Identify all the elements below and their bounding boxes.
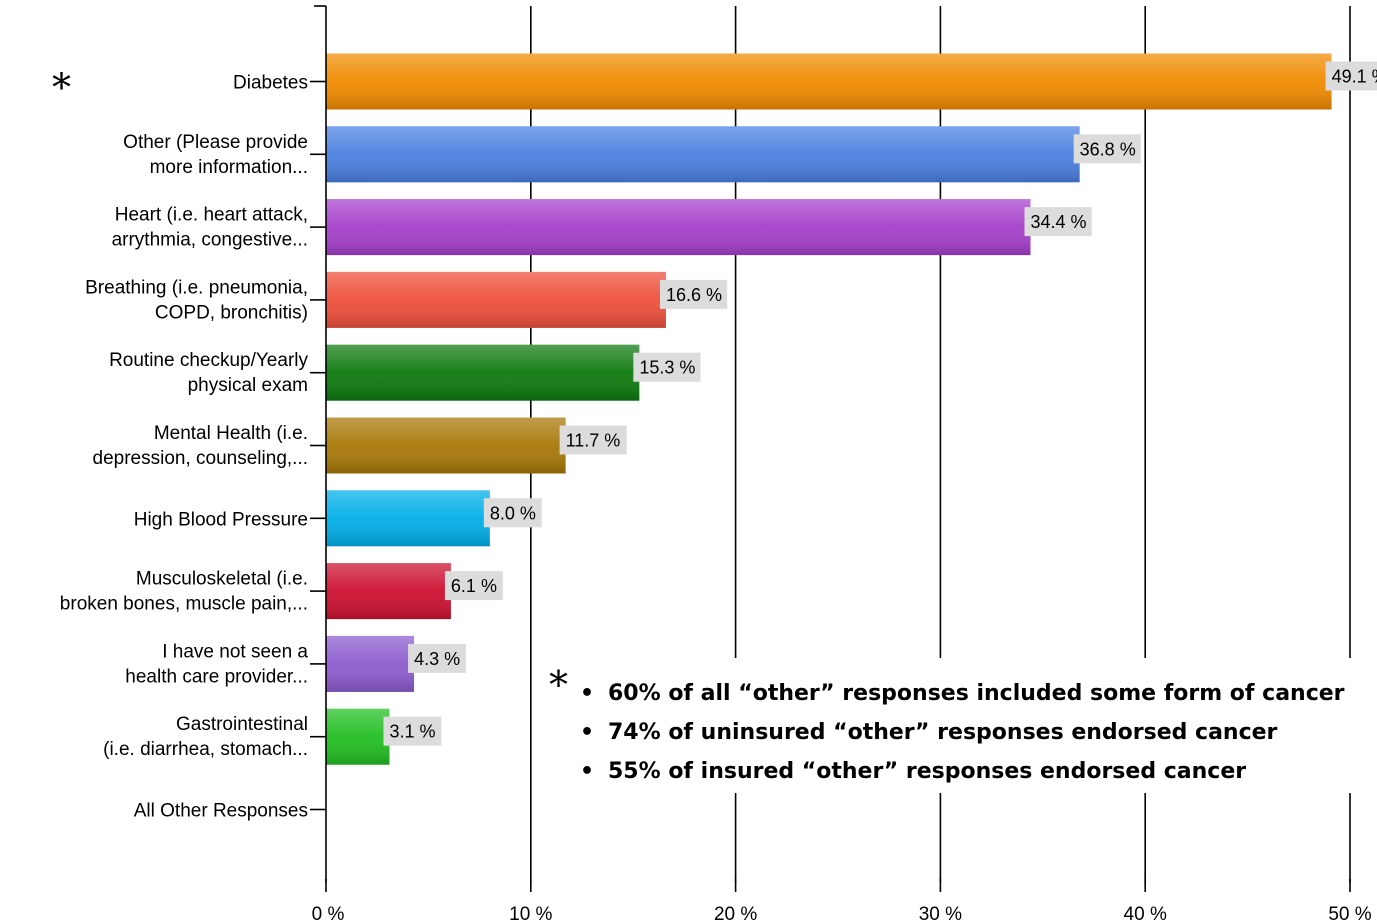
data-label-bg-6 [483,498,542,528]
x-tick-label-10: 10 % [509,904,552,923]
category-label-2-1: arrythmia, congestive... [112,230,308,251]
data-label-8: 4.3 % [414,649,460,669]
category-label-0-0: Diabetes [233,73,308,94]
annotation-line-2: 55% of insured “other” responses endorse… [608,759,1246,784]
x-tick-label-30: 30 % [919,904,962,923]
data-label-2: 34.4 % [1031,212,1087,232]
category-label-7-1: broken bones, muscle pain,... [60,594,308,615]
annotation-bullet-0: • [580,681,594,706]
category-label-1-0: Other (Please provide [123,132,308,153]
category-label-1-1: more information... [150,157,308,178]
category-label-5-0: Mental Health (i.e. [154,423,308,444]
bar-shade-1 [326,126,1080,183]
bar-shade-3 [326,271,666,328]
bar-shade-5 [326,417,566,474]
category-label-4-1: physical exam [188,375,308,396]
category-label-7-0: Musculoskeletal (i.e. [136,569,308,590]
data-label-6: 8.0 % [490,503,536,523]
bar-shade-2 [326,199,1031,256]
x-tick-label-40: 40 % [1124,904,1167,923]
category-label-6-0: High Blood Pressure [134,509,308,530]
data-label-bg-7 [444,571,503,601]
annotation-line-1: 74% of uninsured “other” responses endor… [608,720,1278,745]
x-tick-label-0: 0 % [312,904,345,923]
category-label-2-0: Heart (i.e. heart attack, [115,205,308,226]
data-label-bg-2 [1024,207,1092,237]
data-label-5: 11.7 % [566,431,621,451]
category-label-3-1: COPD, bronchitis) [155,302,308,323]
bar-shade-0 [326,53,1332,110]
x-tick-label-20: 20 % [714,904,757,923]
data-label-3: 16.6 % [666,285,722,305]
bar-shade-9 [326,708,390,765]
data-label-bg-1 [1073,134,1141,164]
bars-group: 49.1 % 36.8 % 34.4 % 16.6 % 15.3 % 11.7 % 8.0 … [326,53,1377,765]
x-tick-label-50: 50 % [1328,904,1371,923]
data-label-bg-8 [408,643,467,673]
annotation-note: * • 60% of all “other” responses included … [548,658,1377,793]
data-label-9: 3.1 % [389,722,435,742]
labels-group: Diabetes * Other (Please provide more infor… [52,66,308,822]
bar-shade-4 [326,344,640,401]
category-label-3-0: Breathing (i.e. pneumonia, [85,277,308,298]
data-label-1: 36.8 % [1080,139,1136,159]
category-label-9-1: (i.e. diarrhea, stomach... [103,739,308,760]
category-label-10-0: All Other Responses [134,801,308,822]
axes: 0 % 10 % 20 % 30 % 40 % 50 % [310,5,1372,923]
bar-shade-6 [326,490,490,547]
annotation-bullet-2: • [580,759,594,784]
data-label-bg-9 [383,716,442,746]
data-label-0: 49.1 % [1332,67,1377,87]
bar-shade-8 [326,635,415,692]
annotation-asterisk: * [549,663,568,707]
category-label-4-0: Routine checkup/Yearly [109,350,308,371]
data-label-7: 6.1 % [451,576,497,596]
data-label-bg-5 [559,425,627,455]
annotation-line-0: 60% of all “other” responses included so… [608,681,1345,706]
data-label-bg-0 [1325,61,1377,91]
annotation-bullet-1: • [580,720,594,745]
category-label-8-1: health care provider... [125,666,308,687]
annotation-background [548,658,1377,793]
category-label-9-0: Gastrointestinal [176,714,308,735]
bar-shade-7 [326,563,451,620]
data-label-bg-4 [633,352,701,382]
category-label-8-0: I have not seen a [162,641,308,662]
data-label-4: 15.3 % [639,358,695,378]
data-label-bg-3 [659,279,728,309]
asterisk-marker-0: * [52,66,71,110]
category-label-5-1: depression, counseling,... [93,448,308,469]
